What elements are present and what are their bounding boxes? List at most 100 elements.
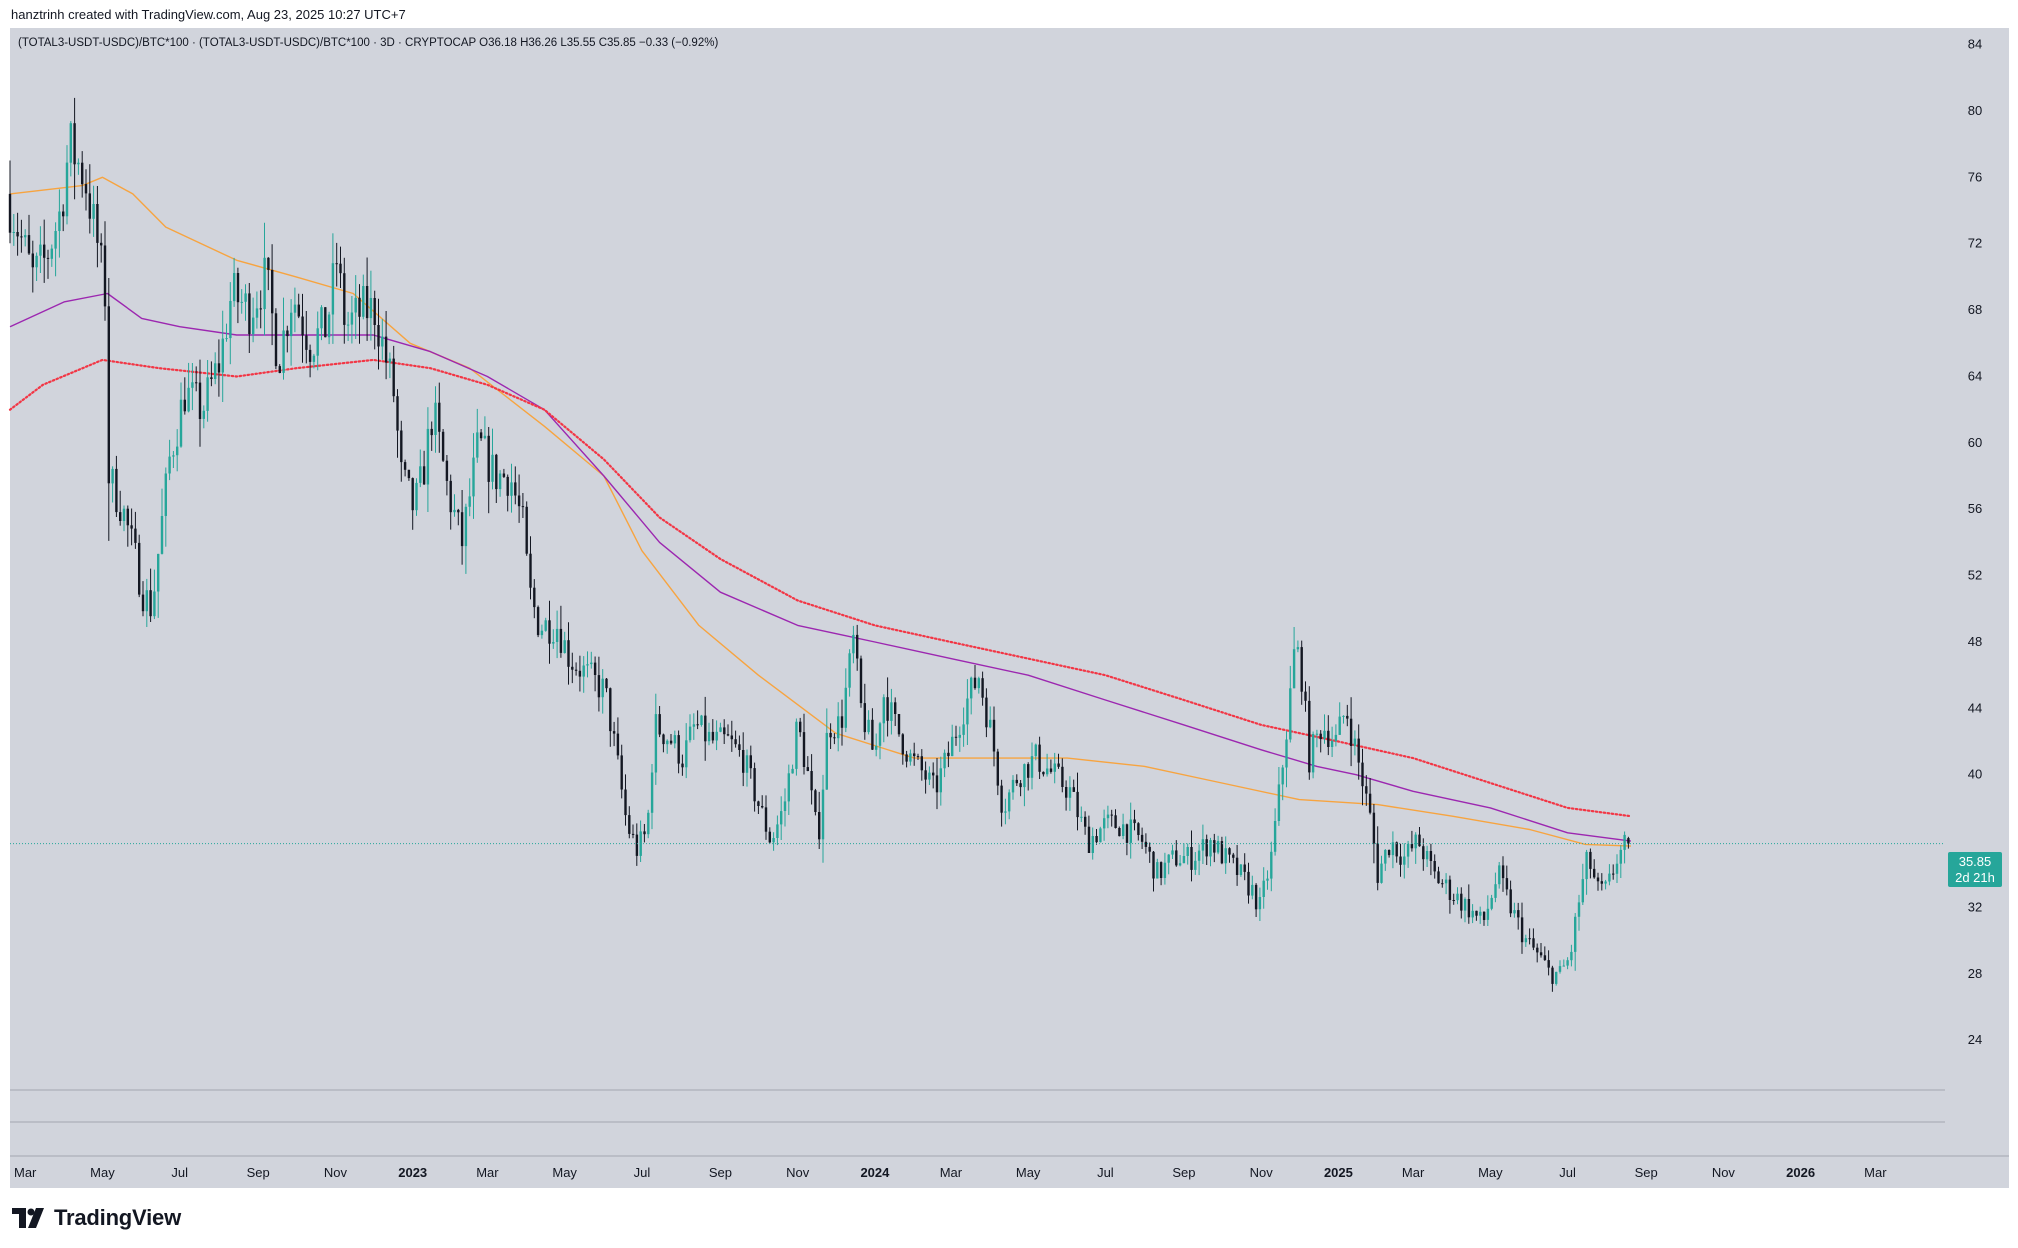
candle-body bbox=[582, 665, 585, 677]
candle-body bbox=[802, 732, 806, 767]
candle-body bbox=[403, 462, 407, 470]
candle-body bbox=[1095, 836, 1098, 843]
last-price-badge-box bbox=[1948, 852, 2002, 887]
candle-body bbox=[495, 454, 498, 490]
candle-body bbox=[1384, 850, 1387, 864]
x-tick-label: May bbox=[1478, 1165, 1503, 1180]
candle-body bbox=[1429, 851, 1433, 861]
candle-body bbox=[1444, 879, 1448, 884]
candle-body bbox=[1395, 842, 1398, 857]
candle-body bbox=[1494, 884, 1497, 898]
x-tick-label: May bbox=[1016, 1165, 1041, 1180]
candle-body bbox=[814, 790, 817, 812]
x-tick-label: Nov bbox=[786, 1165, 810, 1180]
candle-body bbox=[943, 752, 946, 769]
candle-body bbox=[1008, 792, 1011, 812]
candle-body bbox=[764, 807, 768, 832]
candle-body bbox=[1053, 763, 1056, 772]
candle-body bbox=[31, 253, 34, 268]
candle-body bbox=[635, 834, 639, 856]
candle-body bbox=[191, 382, 194, 388]
candle-body bbox=[1467, 899, 1471, 918]
candle-body bbox=[951, 736, 954, 757]
y-tick-label: 80 bbox=[1968, 103, 1982, 118]
candle-body bbox=[221, 338, 224, 373]
candle-body bbox=[373, 298, 376, 325]
candle-body bbox=[688, 726, 692, 741]
candle-body bbox=[1551, 967, 1554, 984]
candle-body bbox=[176, 446, 179, 456]
candle-body bbox=[1596, 877, 1600, 882]
candle-body bbox=[1425, 851, 1429, 860]
candle-body bbox=[1501, 865, 1505, 879]
candle-body bbox=[1251, 884, 1254, 896]
candle-body bbox=[1049, 768, 1053, 772]
y-tick-label: 24 bbox=[1968, 1032, 1982, 1047]
candle-body bbox=[46, 257, 50, 259]
candle-body bbox=[233, 273, 236, 302]
candle-body bbox=[753, 768, 756, 802]
candle-body bbox=[1399, 856, 1402, 865]
candle-body bbox=[559, 628, 563, 653]
candle-body bbox=[498, 473, 502, 490]
candle-body bbox=[327, 314, 331, 338]
moving-average-line-3 bbox=[8, 358, 1632, 818]
candle-body bbox=[631, 833, 635, 835]
candle-body bbox=[27, 235, 31, 254]
candle-body bbox=[1517, 910, 1520, 918]
time-axis[interactable]: Mar May Jul Sep Nov 2023 Mar May Jul Sep Nov 2024 Ma… bbox=[14, 1165, 1887, 1180]
candle-body bbox=[1486, 908, 1490, 920]
x-tick-label: Mar bbox=[476, 1165, 499, 1180]
candle-body bbox=[704, 715, 707, 742]
candle-body bbox=[1391, 842, 1395, 856]
candle-body bbox=[293, 304, 297, 313]
price-axis[interactable]: 84 80 76 72 68 64 60 56 52 48 44 40 32 28 24 bbox=[1968, 37, 1982, 1048]
candle-body bbox=[1532, 938, 1535, 948]
candle-body bbox=[916, 756, 920, 758]
candle-body bbox=[776, 824, 779, 838]
candle-body bbox=[958, 734, 961, 738]
candle-body bbox=[1190, 847, 1193, 870]
candle-body bbox=[1543, 955, 1547, 961]
candle-body bbox=[886, 697, 889, 721]
candle-body bbox=[96, 204, 99, 243]
candle-body bbox=[1004, 811, 1007, 813]
candle-body bbox=[1129, 819, 1132, 843]
candle-body bbox=[1103, 818, 1106, 829]
candle-body bbox=[290, 312, 293, 337]
candle-body bbox=[411, 478, 414, 511]
candle-body bbox=[1118, 828, 1121, 837]
moving-average-line-1 bbox=[9, 176, 1631, 847]
candle-body bbox=[1513, 910, 1516, 914]
candle-body bbox=[438, 402, 441, 432]
candle-body bbox=[1577, 902, 1581, 917]
candle-body bbox=[1562, 965, 1565, 967]
candle-body bbox=[1281, 767, 1284, 785]
candle-body bbox=[1627, 838, 1630, 844]
y-tick-label: 28 bbox=[1968, 966, 1982, 981]
candle-body bbox=[1277, 784, 1281, 821]
candle-body bbox=[783, 801, 787, 811]
candle-body bbox=[16, 232, 19, 237]
candle-body bbox=[624, 789, 627, 816]
candle-body bbox=[103, 245, 107, 307]
candle-body bbox=[1285, 739, 1288, 768]
candle-body bbox=[1509, 889, 1512, 914]
candle-body bbox=[107, 306, 110, 484]
candle-body bbox=[548, 620, 551, 644]
candle-body bbox=[1437, 871, 1440, 884]
candle-body bbox=[1338, 716, 1341, 735]
candle-body bbox=[263, 257, 266, 310]
candle-body bbox=[669, 740, 673, 744]
candle-body bbox=[472, 457, 475, 497]
x-tick-label: Mar bbox=[940, 1165, 963, 1180]
y-tick-label: 44 bbox=[1968, 700, 1982, 715]
candle-body bbox=[422, 466, 426, 485]
candle-body bbox=[1353, 738, 1357, 746]
candle-body bbox=[1558, 966, 1562, 972]
candle-body bbox=[236, 273, 240, 303]
candle-body bbox=[897, 714, 901, 735]
candle-body bbox=[1076, 791, 1079, 818]
candle-body bbox=[768, 831, 771, 843]
